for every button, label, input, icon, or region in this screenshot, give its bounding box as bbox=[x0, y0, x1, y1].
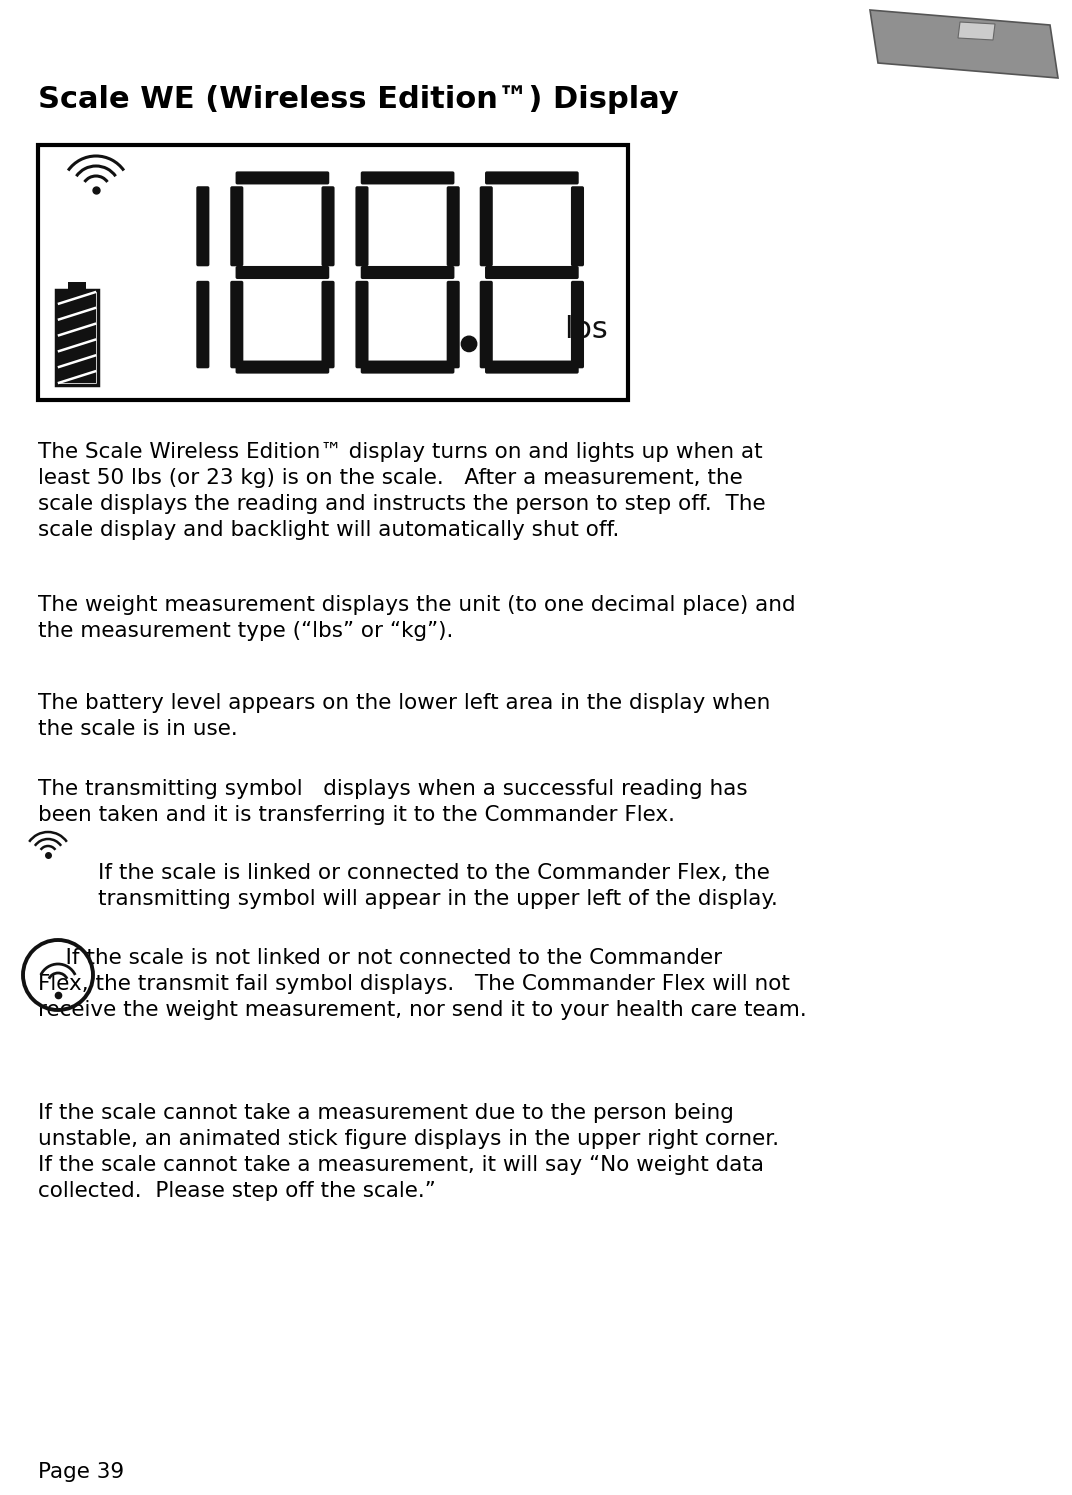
Text: Scale WE (Wireless Edition™) Display: Scale WE (Wireless Edition™) Display bbox=[38, 85, 679, 114]
Circle shape bbox=[461, 336, 477, 351]
FancyBboxPatch shape bbox=[447, 187, 460, 266]
Text: The transmitting symbol   displays when a successful reading has
been taken and : The transmitting symbol displays when a … bbox=[38, 779, 747, 825]
FancyBboxPatch shape bbox=[196, 281, 209, 368]
Text: The battery level appears on the lower left area in the display when
the scale i: The battery level appears on the lower l… bbox=[38, 694, 771, 739]
FancyBboxPatch shape bbox=[236, 266, 329, 280]
Text: If the scale is not linked or not connected to the Commander
Flex, the transmit : If the scale is not linked or not connec… bbox=[38, 948, 807, 1020]
FancyBboxPatch shape bbox=[236, 360, 329, 374]
FancyBboxPatch shape bbox=[356, 187, 369, 266]
Text: If the scale cannot take a measurement due to the person being
unstable, an anim: If the scale cannot take a measurement d… bbox=[38, 1103, 779, 1202]
FancyBboxPatch shape bbox=[236, 172, 329, 184]
FancyBboxPatch shape bbox=[196, 187, 209, 266]
Text: lbs: lbs bbox=[564, 315, 608, 344]
Bar bbox=[56, 290, 98, 386]
Polygon shape bbox=[870, 10, 1058, 78]
FancyBboxPatch shape bbox=[361, 360, 455, 374]
FancyBboxPatch shape bbox=[322, 281, 334, 368]
FancyBboxPatch shape bbox=[361, 266, 455, 280]
Text: If the scale is linked or connected to the Commander Flex, the
transmitting symb: If the scale is linked or connected to t… bbox=[98, 863, 778, 909]
FancyBboxPatch shape bbox=[571, 281, 584, 368]
FancyBboxPatch shape bbox=[447, 281, 460, 368]
FancyBboxPatch shape bbox=[230, 281, 243, 368]
FancyBboxPatch shape bbox=[230, 187, 243, 266]
FancyBboxPatch shape bbox=[356, 281, 369, 368]
FancyBboxPatch shape bbox=[322, 187, 334, 266]
FancyBboxPatch shape bbox=[485, 266, 579, 280]
Text: Page 39: Page 39 bbox=[38, 1462, 124, 1482]
FancyBboxPatch shape bbox=[485, 172, 579, 184]
Bar bbox=[38, 145, 628, 401]
Text: The Scale Wireless Edition™ display turns on and lights up when at
least 50 lbs : The Scale Wireless Edition™ display turn… bbox=[38, 443, 765, 540]
FancyBboxPatch shape bbox=[485, 360, 579, 374]
FancyBboxPatch shape bbox=[571, 187, 584, 266]
Bar bbox=[58, 292, 96, 383]
FancyBboxPatch shape bbox=[479, 187, 493, 266]
Bar bbox=[68, 283, 87, 290]
Polygon shape bbox=[958, 22, 995, 40]
FancyBboxPatch shape bbox=[361, 172, 455, 184]
Text: The weight measurement displays the unit (to one decimal place) and
the measurem: The weight measurement displays the unit… bbox=[38, 595, 795, 641]
FancyBboxPatch shape bbox=[479, 281, 493, 368]
